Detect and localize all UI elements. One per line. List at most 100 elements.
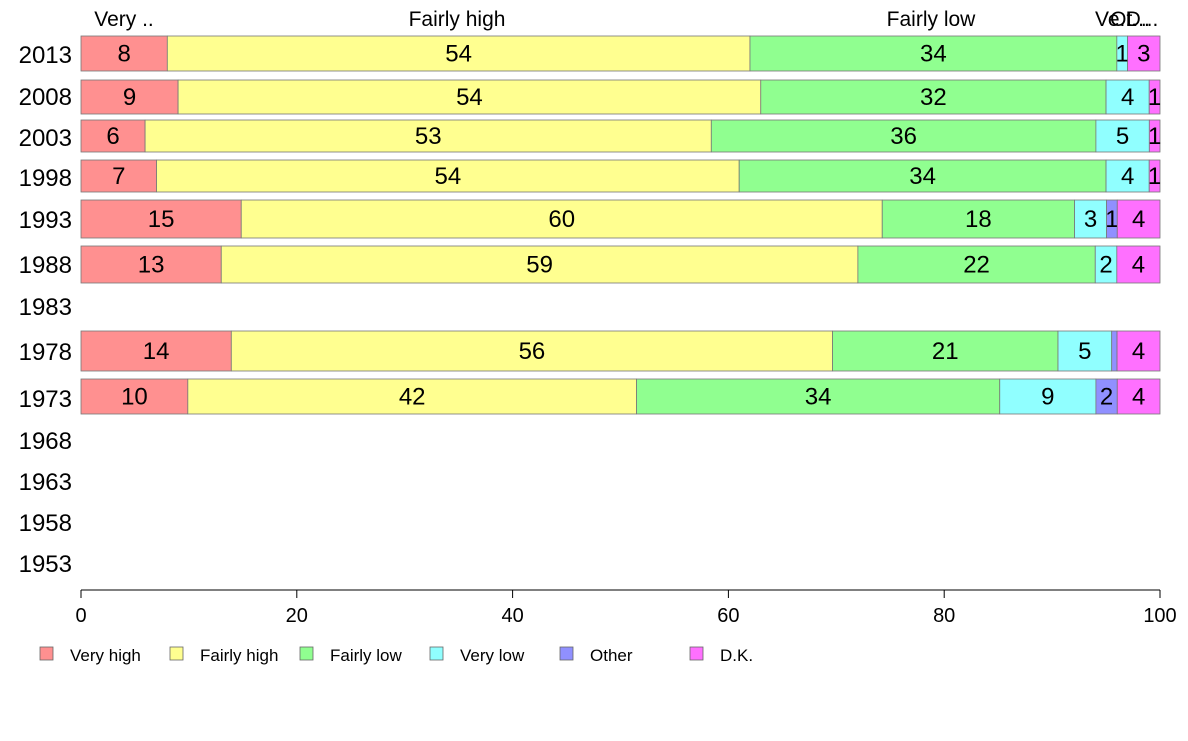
bar-label-2003-very-low: 5 <box>1116 123 1129 150</box>
bar-label-2003-fairly-low: 36 <box>890 123 917 150</box>
bar-label-1978-very-high: 14 <box>143 338 170 365</box>
bar-label-1973-fairly-high: 42 <box>399 384 426 411</box>
bar-label-2008-fairly-high: 54 <box>456 84 483 111</box>
bar-label-2003-d-k-: 1 <box>1148 123 1161 150</box>
bar-1993-fairly-high <box>240 199 883 239</box>
legend-label-other: Other <box>590 646 633 665</box>
year-label-1978: 1978 <box>19 339 72 366</box>
year-label-1983: 1983 <box>19 294 72 321</box>
bar-label-1973-d-k-: 4 <box>1132 384 1145 411</box>
bar-2003-very-low <box>1095 119 1150 153</box>
bar-label-2013-d-k-: 3 <box>1137 41 1150 68</box>
top-label-3: Ve... <box>1095 8 1137 31</box>
x-tick-label-0: 0 <box>75 605 86 627</box>
bar-2013-d-k- <box>1127 35 1161 72</box>
bar-1998-very-high <box>80 159 157 193</box>
top-label-1: Fairly high <box>409 8 506 31</box>
year-label-2013: 2013 <box>19 42 72 69</box>
bar-label-1973-fairly-low: 34 <box>805 384 832 411</box>
year-label-1958: 1958 <box>19 510 72 537</box>
bar-label-1993-other: 1 <box>1105 206 1118 233</box>
bar-label-1993-fairly-low: 18 <box>965 206 992 233</box>
bar-1978-d-k- <box>1116 330 1161 372</box>
bar-label-1988-fairly-low: 22 <box>963 252 990 279</box>
legend-swatch-very-low <box>429 646 444 661</box>
top-label-5: D... <box>1126 8 1159 31</box>
bar-label-1993-very-high: 15 <box>148 206 175 233</box>
bar-2008-d-k- <box>1148 79 1161 115</box>
legend-label-very-high: Very high <box>70 646 141 665</box>
x-tick-label-20: 20 <box>286 605 308 627</box>
legend-label-fairly-high: Fairly high <box>200 646 278 665</box>
bar-1993-fairly-low <box>881 199 1075 239</box>
bar-label-1998-d-k-: 1 <box>1148 163 1161 190</box>
bar-label-1998-very-low: 4 <box>1121 163 1134 190</box>
bar-1978-very-high <box>80 330 232 372</box>
bar-2003-d-k- <box>1148 119 1161 153</box>
bar-label-1978-very-low: 5 <box>1078 338 1091 365</box>
bar-label-1998-very-high: 7 <box>112 163 125 190</box>
year-label-1953: 1953 <box>19 551 72 578</box>
year-label-1998: 1998 <box>19 165 72 192</box>
bar-label-2008-d-k-: 1 <box>1148 84 1161 111</box>
bar-label-1993-very-low: 3 <box>1084 206 1097 233</box>
year-labels: 2013 2008 2003 1998 1993 1988 1983 1978 1973 1968… <box>19 42 72 578</box>
bar-2008-fairly-high <box>177 79 762 115</box>
x-tick-label-60: 60 <box>717 605 739 627</box>
top-labels: Very .. Fairly high Fairly low Ve...Ot...D.… <box>94 8 1158 31</box>
year-label-2008: 2008 <box>19 84 72 111</box>
legend: Very high Fairly high Fairly low Very low Ot… <box>39 646 753 665</box>
bar-label-1973-other: 2 <box>1100 384 1113 411</box>
bars: 8 54 34 1 39 54 32 4 16 53 36 5 17 54 34 4 115 60 18 3 1 413 5… <box>80 35 1161 415</box>
legend-label-very-low: Very low <box>460 646 525 665</box>
bar-1993-very-high <box>80 199 242 239</box>
bar-label-1973-very-high: 10 <box>121 384 148 411</box>
bar-2013-very-high <box>80 35 168 72</box>
bar-1988-fairly-high <box>220 245 859 284</box>
bar-1998-d-k- <box>1148 159 1161 193</box>
bar-label-2013-very-high: 8 <box>117 41 130 68</box>
bar-label-1988-d-k-: 4 <box>1132 252 1145 279</box>
bar-1988-fairly-low <box>857 245 1096 284</box>
year-label-1963: 1963 <box>19 469 72 496</box>
bar-2003-fairly-high <box>144 119 712 153</box>
legend-swatch-fairly-high <box>169 646 184 661</box>
bar-2003-fairly-low <box>710 119 1097 153</box>
bar-label-1978-fairly-low: 21 <box>932 338 959 365</box>
bar-2008-fairly-low <box>760 79 1107 115</box>
bar-label-2008-very-high: 9 <box>123 84 136 111</box>
bar-1973-very-low <box>999 378 1097 415</box>
bar-label-1988-fairly-high: 59 <box>526 252 553 279</box>
bar-1978-fairly-high <box>230 330 833 372</box>
bar-1973-very-high <box>80 378 189 415</box>
bar-label-1973-very-low: 9 <box>1041 384 1054 411</box>
legend-swatch-d-k- <box>689 646 704 661</box>
legend-label-fairly-low: Fairly low <box>330 646 403 665</box>
bar-1993-very-low <box>1074 199 1107 239</box>
year-label-1993: 1993 <box>19 207 72 234</box>
legend-swatch-very-high <box>39 646 54 661</box>
bar-label-1998-fairly-low: 34 <box>909 163 936 190</box>
bar-label-2013-very-low: 1 <box>1116 41 1129 68</box>
top-label-2: Fairly low <box>887 8 977 31</box>
x-tick-label-80: 80 <box>933 605 955 627</box>
year-label-1973: 1973 <box>19 386 72 413</box>
x-axis: 0 20 40 60 80 100 <box>75 589 1177 627</box>
bar-label-1988-very-low: 2 <box>1099 252 1112 279</box>
year-label-1968: 1968 <box>19 428 72 455</box>
year-label-2003: 2003 <box>19 125 72 152</box>
bar-label-1993-d-k-: 4 <box>1132 206 1145 233</box>
legend-swatch-other <box>559 646 574 661</box>
bar-label-1993-fairly-high: 60 <box>548 206 575 233</box>
bar-2013-fairly-low <box>749 35 1118 72</box>
bar-label-2003-fairly-high: 53 <box>415 123 442 150</box>
top-label-0: Very .. <box>94 8 154 31</box>
bar-1978-other <box>1111 330 1118 372</box>
bar-label-1978-fairly-high: 56 <box>519 338 546 365</box>
bar-label-1998-fairly-high: 54 <box>435 163 462 190</box>
bar-label-2008-fairly-low: 32 <box>920 84 947 111</box>
year-label-1988: 1988 <box>19 252 72 279</box>
bar-label-2013-fairly-low: 34 <box>920 41 947 68</box>
